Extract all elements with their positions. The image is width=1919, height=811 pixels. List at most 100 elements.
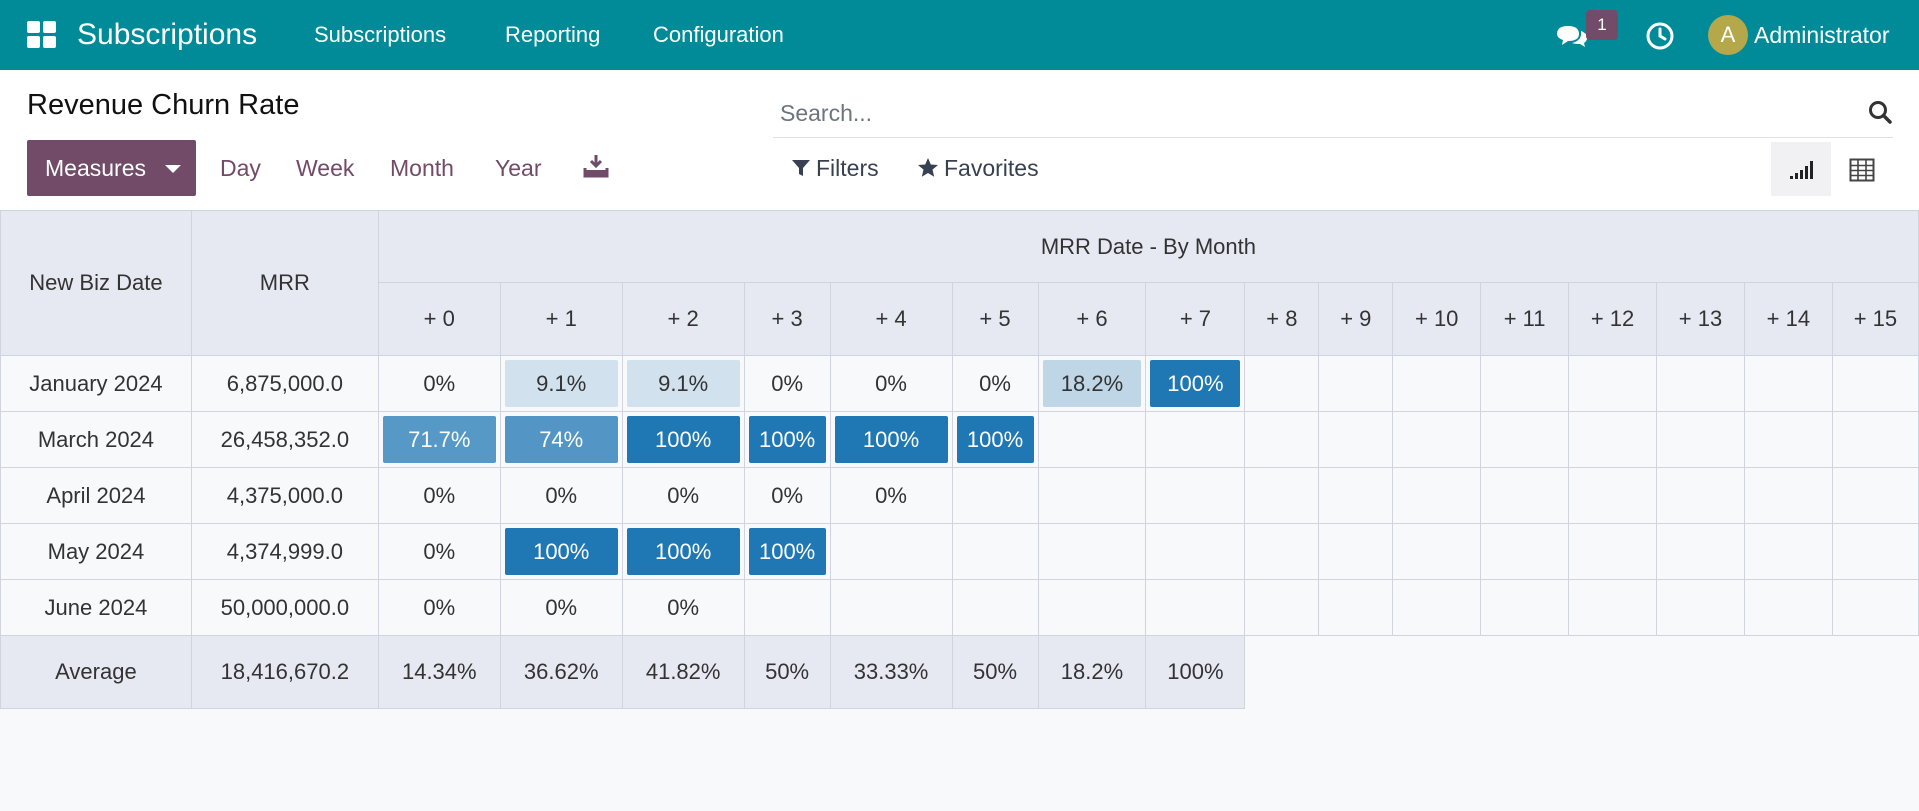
cohort-value[interactable]: 100% xyxy=(504,528,618,575)
cohort-cell xyxy=(829,523,953,580)
cohort-cell xyxy=(1392,579,1482,636)
cohort-view-button[interactable] xyxy=(1771,142,1831,196)
search-bar xyxy=(773,90,1893,138)
cohort-cell: 0% xyxy=(499,467,623,524)
cohort-cell: 0% xyxy=(621,467,745,524)
cohort-cell xyxy=(1244,523,1320,580)
cohort-cell xyxy=(1037,579,1147,636)
cohort-value[interactable]: 100% xyxy=(834,416,948,463)
cohort-cell xyxy=(1656,411,1745,468)
interval-day[interactable]: Day xyxy=(220,155,261,181)
cohort-cell xyxy=(1392,523,1482,580)
cohort-cell xyxy=(951,523,1039,580)
user-menu[interactable]: Administrator xyxy=(1754,22,1890,48)
cohort-cell xyxy=(1480,411,1570,468)
cohort-cell: 0% xyxy=(377,467,501,524)
average-cell: 41.82% xyxy=(621,635,745,709)
favorites-label: Favorites xyxy=(944,155,1039,181)
app-name[interactable]: Subscriptions xyxy=(77,18,258,51)
filter-icon xyxy=(792,160,810,176)
cohort-value[interactable]: 100% xyxy=(748,528,826,575)
download-icon[interactable] xyxy=(583,153,609,179)
average-empty xyxy=(1244,635,1919,709)
cohort-value[interactable]: 9.1% xyxy=(504,360,618,407)
cohort-cell: 100% xyxy=(1145,355,1246,412)
cohort-cell xyxy=(1318,579,1394,636)
interval-year[interactable]: Year xyxy=(495,155,542,181)
cohort-cell xyxy=(743,579,831,636)
cohort-cell xyxy=(1145,523,1246,580)
row-date: January 2024 xyxy=(0,355,192,412)
cohort-value: 0% xyxy=(875,483,907,508)
search-icon[interactable] xyxy=(1868,100,1894,126)
cohort-value: 0% xyxy=(423,371,456,396)
interval-week[interactable]: Week xyxy=(296,155,355,181)
cohort-value[interactable]: 100% xyxy=(626,416,740,463)
cohort-value: 0% xyxy=(423,595,456,620)
menu-reporting[interactable]: Reporting xyxy=(505,22,601,47)
column-header: + 5 xyxy=(951,282,1039,356)
chat-counter-badge: 1 xyxy=(1586,10,1618,40)
cohort-value: 0% xyxy=(423,539,456,564)
row-mrr: 4,375,000.0 xyxy=(190,467,379,524)
cohort-cell xyxy=(1037,467,1147,524)
cohort-cell: 71.7% xyxy=(377,411,501,468)
cohort-value[interactable]: 74% xyxy=(504,416,618,463)
column-header: + 0 xyxy=(377,282,501,356)
cohort-value[interactable]: 18.2% xyxy=(1042,360,1142,407)
cohort-cell: 0% xyxy=(743,355,831,412)
cohort-cell xyxy=(1480,523,1570,580)
search-input[interactable] xyxy=(780,98,1780,128)
cohort-cell xyxy=(1743,355,1833,412)
cohort-cell: 100% xyxy=(621,523,745,580)
cohort-value: 0% xyxy=(667,483,700,508)
cohort-value: 0% xyxy=(979,371,1011,396)
menu-subscriptions[interactable]: Subscriptions xyxy=(314,22,447,47)
cohort-cell: 0% xyxy=(621,579,745,636)
column-header: + 6 xyxy=(1037,282,1147,356)
activity-clock-icon[interactable] xyxy=(1645,21,1675,51)
table-row: May 2024 4,374,999.0 0% 100% 100% 100% xyxy=(0,523,1919,580)
cohort-cell xyxy=(1392,355,1482,412)
chat-icon[interactable] xyxy=(1555,22,1589,48)
average-cell: 33.33% xyxy=(829,635,953,709)
cohort-value[interactable]: 9.1% xyxy=(626,360,740,407)
apps-menu-icon[interactable] xyxy=(27,21,57,49)
interval-month[interactable]: Month xyxy=(390,155,454,181)
cohort-cell xyxy=(1145,467,1246,524)
cohort-cell: 9.1% xyxy=(499,355,623,412)
cohort-cell xyxy=(1743,411,1833,468)
cohort-cell xyxy=(1656,579,1745,636)
cohort-cell xyxy=(829,579,953,636)
cohort-value[interactable]: 100% xyxy=(748,416,826,463)
group-header: MRR Date - By Month xyxy=(377,210,1919,283)
row-mrr: 6,875,000.0 xyxy=(190,355,379,412)
menu-configuration[interactable]: Configuration xyxy=(653,22,784,47)
cohort-value[interactable]: 71.7% xyxy=(382,416,496,463)
cohort-cell xyxy=(1568,467,1658,524)
favorites-button[interactable]: Favorites xyxy=(917,155,1039,181)
cohort-cell xyxy=(1831,467,1919,524)
measures-dropdown-button[interactable]: Measures xyxy=(27,140,196,196)
cohort-cell: 100% xyxy=(743,523,831,580)
cohort-value: 0% xyxy=(667,595,700,620)
cohort-cell: 0% xyxy=(743,467,831,524)
table-row: June 2024 50,000,000.0 0% 0% 0% xyxy=(0,579,1919,636)
cohort-cell: 74% xyxy=(499,411,623,468)
cohort-cell xyxy=(1656,467,1745,524)
average-cell: 18.2% xyxy=(1037,635,1147,709)
average-cell: 50% xyxy=(743,635,831,709)
user-avatar[interactable]: A xyxy=(1708,15,1748,55)
measures-label: Measures xyxy=(45,155,146,181)
row-mrr: 26,458,352.0 xyxy=(190,411,379,468)
cohort-value[interactable]: 100% xyxy=(626,528,740,575)
list-view-button[interactable] xyxy=(1831,142,1891,196)
filters-button[interactable]: Filters xyxy=(791,155,879,181)
column-header: + 11 xyxy=(1480,282,1570,356)
cohort-value: 0% xyxy=(875,371,907,396)
cohort-cell xyxy=(1743,579,1833,636)
control-panel: Revenue Churn Rate Measures Day Week Mon… xyxy=(0,70,1919,210)
cohort-value[interactable]: 100% xyxy=(1150,360,1241,407)
cohort-value[interactable]: 100% xyxy=(956,416,1034,463)
row-date: March 2024 xyxy=(0,411,192,468)
